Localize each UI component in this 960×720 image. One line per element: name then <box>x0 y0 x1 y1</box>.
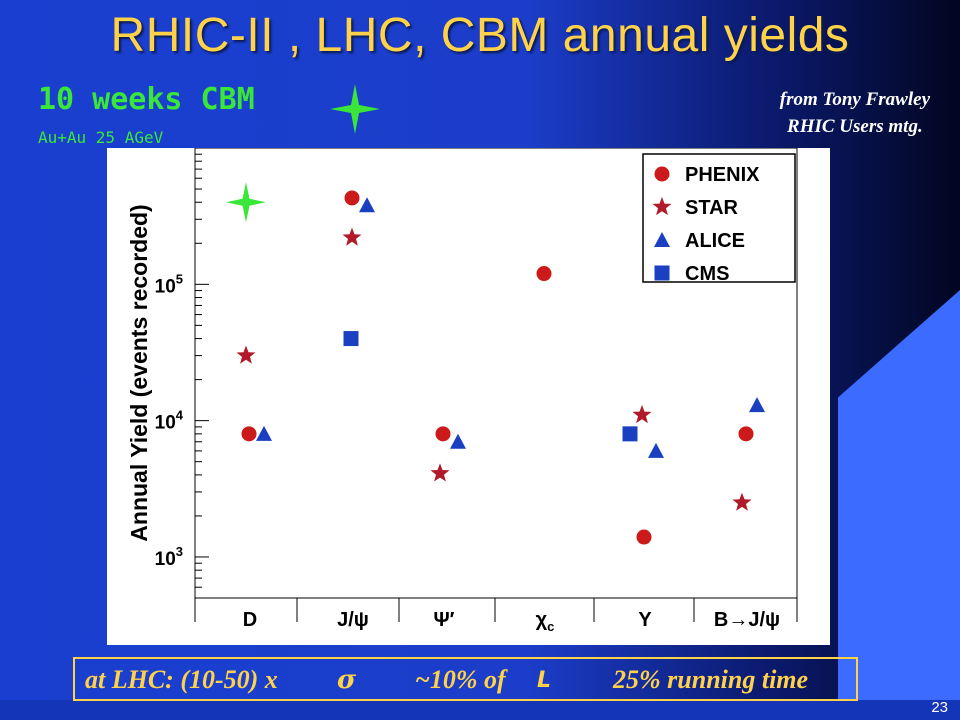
data-point-cbm <box>226 182 266 223</box>
x-category-label: D <box>243 609 257 631</box>
legend-marker-alice <box>654 232 670 247</box>
footer-text-running: 25% running time <box>613 665 809 694</box>
footer-sigma: σ <box>337 665 357 695</box>
legend-label-phenix: PHENIX <box>685 164 760 186</box>
x-category-label: Ψ′ <box>434 609 455 631</box>
data-point-alice <box>749 397 765 413</box>
x-category-label: Υ <box>638 609 652 631</box>
data-point-phenix <box>636 529 652 545</box>
footer-text-fraction: ~10% of <box>415 665 506 694</box>
data-point-alice <box>256 425 272 441</box>
data-point-alice <box>450 433 466 449</box>
cbm-sublabel: Au+Au 25 AGeV <box>38 128 164 147</box>
data-point-star <box>342 227 362 246</box>
legend-label-alice: ALICE <box>685 230 745 252</box>
y-tick-label: 103 <box>155 544 183 570</box>
footer-text-lhc: at LHC: (10-50) x <box>85 665 278 694</box>
legend-marker-phenix <box>654 166 670 182</box>
data-point-star <box>632 405 652 424</box>
data-point-alice <box>359 197 375 213</box>
y-axis-label: Annual Yield (events recorded) <box>126 204 152 541</box>
x-category-label: J/ψ <box>337 609 369 631</box>
credit: from Tony Frawley RHIC Users mtg. <box>780 86 930 140</box>
legend-label-cms: CMS <box>685 263 729 285</box>
credit-line-1: from Tony Frawley <box>779 89 930 110</box>
footer-box: at LHC: (10-50) x σ ~10% of L 25% runnin… <box>73 657 858 701</box>
decor-shape-right <box>838 290 960 720</box>
y-tick-label: 105 <box>155 271 183 297</box>
legend-marker-star <box>652 197 672 216</box>
y-tick-label: 104 <box>155 408 184 434</box>
legend-label-star: STAR <box>685 197 739 219</box>
data-point-cms <box>622 426 638 442</box>
credit-line-2: RHIC Users mtg. <box>787 116 923 137</box>
plot-panel: 103 104 105 Annual Yield (events recorded) D… <box>107 147 830 645</box>
footer-lumi: L <box>537 668 552 693</box>
data-point-star <box>732 492 752 511</box>
data-point-phenix <box>241 426 257 442</box>
data-point-star <box>236 345 256 364</box>
slide-title: RHIC-II , LHC, CBM annual yields <box>110 9 850 62</box>
data-point-alice <box>648 442 664 458</box>
x-category-label: B→J/ψ <box>714 609 780 631</box>
cbm-label: 10 weeks CBM <box>38 82 255 117</box>
data-point-cms <box>343 331 359 347</box>
data-point-phenix <box>536 266 552 282</box>
page-number: 23 <box>931 699 948 716</box>
data-point-star <box>430 463 450 482</box>
data-point-phenix <box>435 426 451 442</box>
cbm-star-icon <box>330 84 380 134</box>
x-category-label: χc <box>536 609 555 634</box>
data-point-phenix <box>738 426 754 442</box>
data-point-phenix <box>344 190 360 206</box>
decor-bar-bottom <box>0 700 960 720</box>
legend-marker-cms <box>654 265 670 281</box>
plot-frame <box>194 147 798 599</box>
